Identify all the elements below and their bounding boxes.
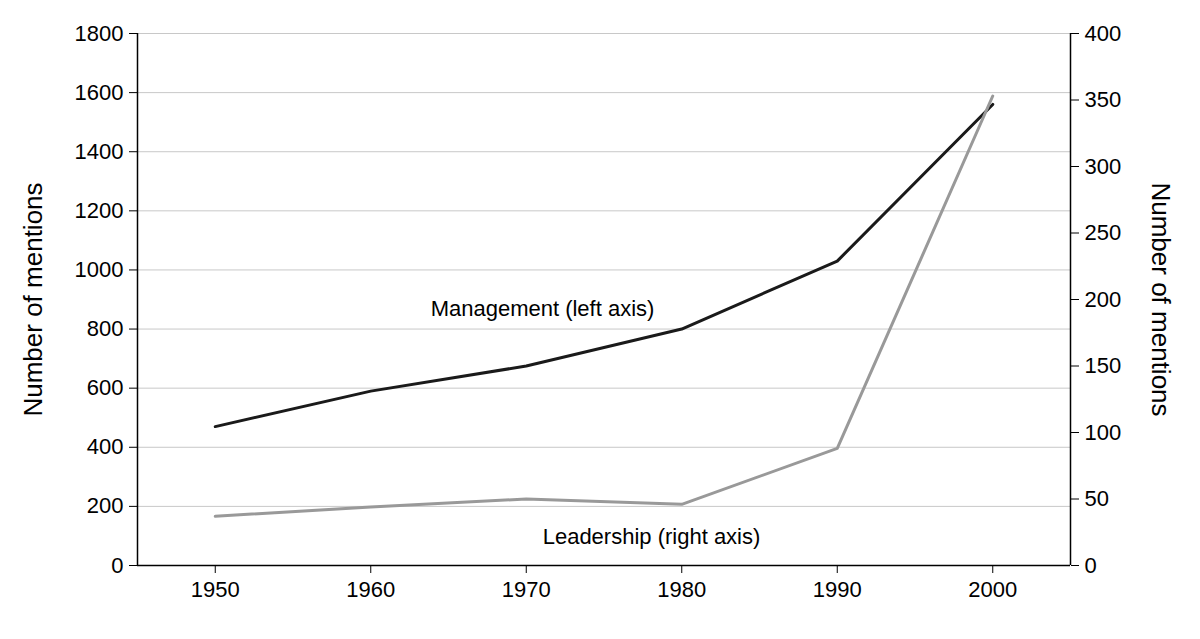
svg-text:2000: 2000 xyxy=(968,577,1017,602)
svg-text:1970: 1970 xyxy=(502,577,551,602)
svg-text:200: 200 xyxy=(1085,287,1122,312)
svg-text:1960: 1960 xyxy=(346,577,395,602)
svg-text:1950: 1950 xyxy=(191,577,240,602)
svg-text:0: 0 xyxy=(1085,553,1097,578)
svg-text:Management (left axis): Management (left axis) xyxy=(431,296,655,321)
svg-text:1990: 1990 xyxy=(813,577,862,602)
svg-text:1200: 1200 xyxy=(75,198,124,223)
svg-text:1400: 1400 xyxy=(75,139,124,164)
svg-text:200: 200 xyxy=(87,493,124,518)
svg-text:400: 400 xyxy=(87,434,124,459)
svg-text:1980: 1980 xyxy=(657,577,706,602)
svg-text:100: 100 xyxy=(1085,420,1122,445)
svg-text:400: 400 xyxy=(1085,21,1122,46)
svg-text:Leadership (right axis): Leadership (right axis) xyxy=(543,524,761,549)
svg-text:0: 0 xyxy=(111,553,123,578)
svg-text:250: 250 xyxy=(1085,220,1122,245)
svg-text:800: 800 xyxy=(87,316,124,341)
svg-text:150: 150 xyxy=(1085,353,1122,378)
svg-text:600: 600 xyxy=(87,375,124,400)
svg-text:1800: 1800 xyxy=(75,21,124,46)
svg-text:50: 50 xyxy=(1085,486,1109,511)
svg-text:Number of mentions: Number of mentions xyxy=(1146,182,1176,416)
svg-text:Number of mentions: Number of mentions xyxy=(18,182,48,416)
svg-text:350: 350 xyxy=(1085,87,1122,112)
svg-text:1000: 1000 xyxy=(75,257,124,282)
svg-text:300: 300 xyxy=(1085,154,1122,179)
svg-text:1600: 1600 xyxy=(75,80,124,105)
